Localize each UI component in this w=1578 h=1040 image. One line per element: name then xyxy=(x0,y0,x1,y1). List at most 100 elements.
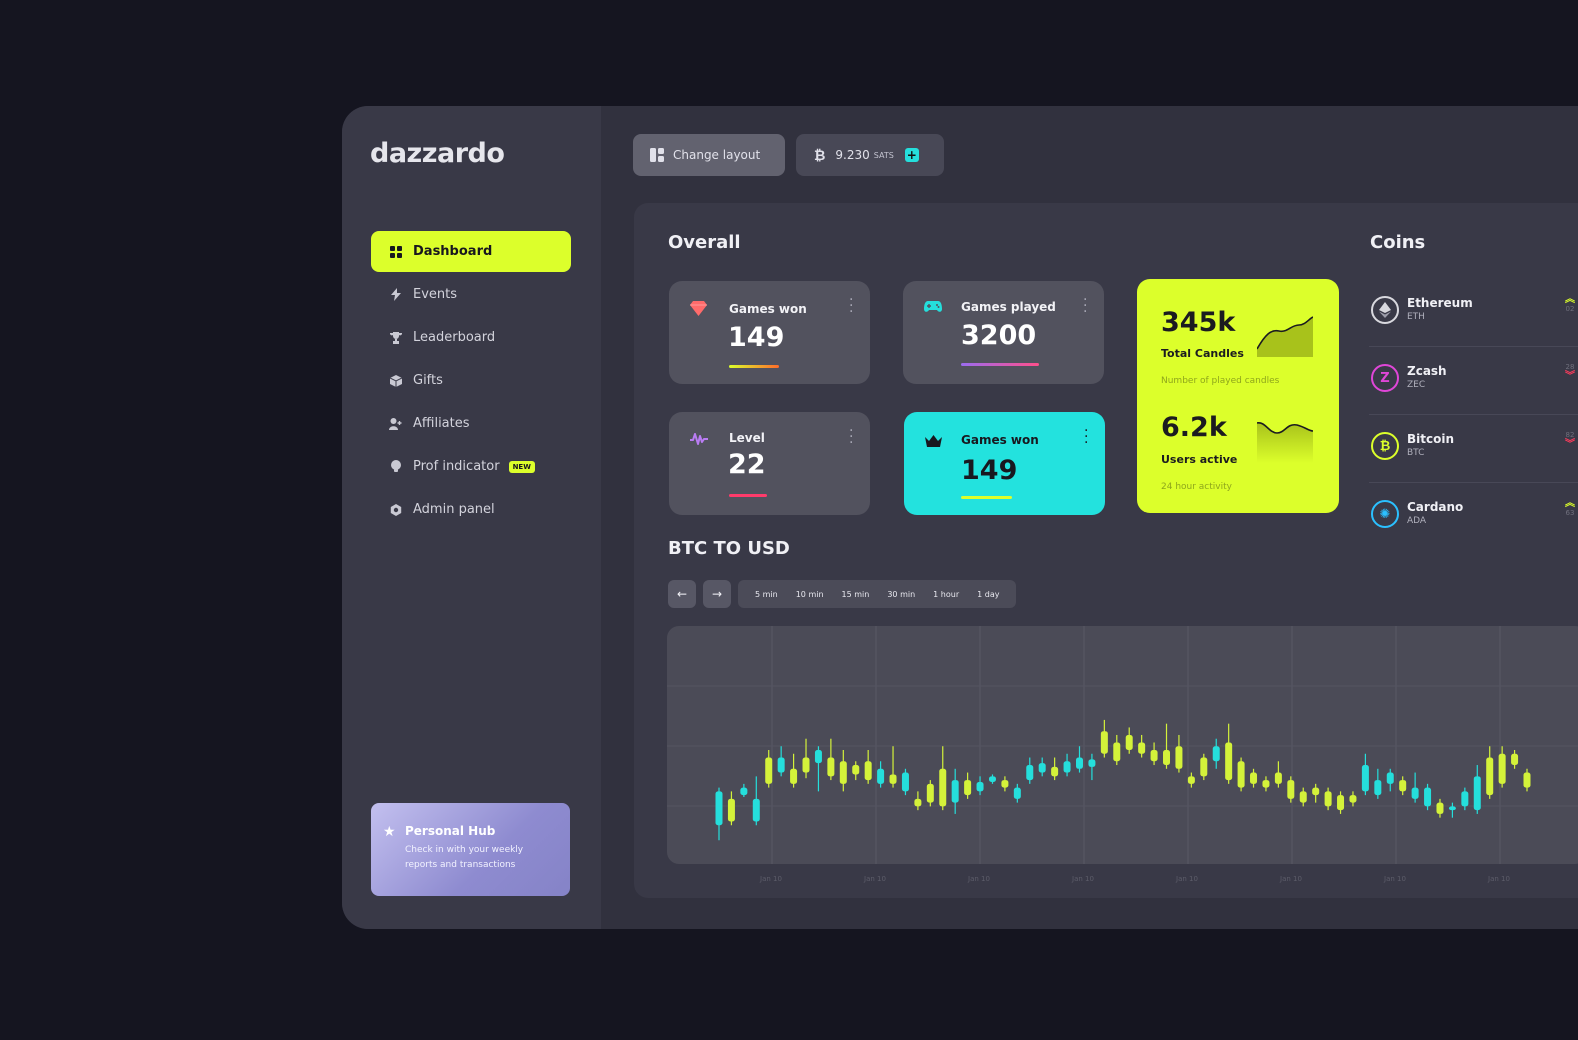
coin-row-zcash[interactable]: Z Zcash ZEC 28 ︾ xyxy=(1369,347,1578,415)
candle xyxy=(951,768,959,814)
coin-code: ETH xyxy=(1407,312,1425,322)
candle-body xyxy=(1237,761,1245,788)
candle-body xyxy=(1001,780,1009,788)
user-plus-icon xyxy=(389,417,402,430)
sats-unit: SATS xyxy=(873,150,894,160)
total-candles-value: 345k xyxy=(1161,307,1236,338)
users-active-value: 6.2k xyxy=(1161,412,1227,443)
sidebar-item-prof-indicator[interactable]: Prof indicator NEW xyxy=(371,446,571,487)
x-tick-label: Jan 10 xyxy=(1384,875,1406,883)
stat-card-level[interactable]: Level 22 · · · xyxy=(669,412,870,515)
stat-card-games-played[interactable]: Games played 3200 · · · xyxy=(903,281,1104,384)
gem-icon xyxy=(690,301,707,320)
range-1hour[interactable]: 1 hour xyxy=(933,589,960,599)
candle xyxy=(1013,783,1021,803)
candle xyxy=(914,791,922,811)
btc-chart-title: BTC TO USD xyxy=(668,538,790,559)
candle xyxy=(1250,768,1258,788)
candle xyxy=(1026,757,1034,784)
candle xyxy=(889,746,897,788)
more-icon[interactable]: · · · xyxy=(849,292,854,320)
new-badge: NEW xyxy=(508,460,535,473)
add-funds-button[interactable]: + xyxy=(904,148,919,162)
candle-body xyxy=(740,787,748,796)
candle-body xyxy=(1187,776,1195,784)
sidebar-item-events[interactable]: Events xyxy=(371,274,571,315)
candle-body xyxy=(901,772,909,792)
stat-value: 3200 xyxy=(961,320,1037,351)
sidebar-item-admin-panel[interactable]: Admin panel xyxy=(371,489,571,530)
ethereum-icon xyxy=(1371,296,1399,324)
candle xyxy=(1038,757,1046,777)
candle xyxy=(964,772,972,799)
more-icon[interactable]: · · · xyxy=(1083,292,1088,320)
stat-card-games-won[interactable]: Games won 149 · · · xyxy=(669,281,870,384)
pulse-icon xyxy=(690,432,708,450)
candle-body xyxy=(1175,746,1183,769)
range-1day[interactable]: 1 day xyxy=(977,589,1000,599)
users-active-sub: 24 hour activity xyxy=(1161,482,1232,492)
more-icon[interactable]: · · · xyxy=(849,423,854,451)
sidebar-item-dashboard[interactable]: Dashboard xyxy=(371,231,571,272)
range-30min[interactable]: 30 min xyxy=(887,589,916,599)
sidebar-item-label: Gifts xyxy=(413,373,443,388)
candle-body xyxy=(1523,772,1531,788)
coin-code: ZEC xyxy=(1407,380,1426,390)
candle-body xyxy=(1486,757,1494,796)
chart-next-button[interactable]: → xyxy=(703,580,731,608)
candle xyxy=(740,783,748,797)
range-10min[interactable]: 10 min xyxy=(795,589,824,599)
personal-hub-card[interactable]: ★ Personal Hub Check in with your weekly… xyxy=(371,803,570,896)
candle-body xyxy=(926,783,934,803)
cardano-icon: ✺ xyxy=(1371,500,1399,528)
candle-body xyxy=(1511,753,1519,766)
more-icon[interactable]: · · · xyxy=(1084,423,1089,451)
app-window: dazzardo Dashboard Events Leaderboard xyxy=(342,106,1578,929)
coin-row-bitcoin[interactable]: ₿ Bitcoin BTC 82 ︾ xyxy=(1369,415,1578,483)
coin-row-cardano[interactable]: ✺ Cardano ADA ︽ 63 xyxy=(1369,483,1578,550)
sidebar-item-gifts[interactable]: Gifts xyxy=(371,360,571,401)
candle-body xyxy=(1386,772,1394,784)
candle xyxy=(1113,734,1121,766)
candle xyxy=(1237,757,1245,792)
candle-body xyxy=(1051,766,1059,777)
candle xyxy=(988,774,996,784)
candle-body xyxy=(839,761,847,784)
time-range-selector: 5 min 10 min 15 min 30 min 1 hour 1 day xyxy=(738,580,1017,608)
candle-body xyxy=(877,768,885,784)
candle xyxy=(1163,723,1171,769)
coin-row-ethereum[interactable]: Ethereum ETH ︽ 02 xyxy=(1369,279,1578,347)
candle-body xyxy=(765,757,773,784)
candle xyxy=(1486,746,1494,799)
candle xyxy=(1436,798,1444,818)
star-icon: ★ xyxy=(383,824,396,840)
candle-body xyxy=(951,780,959,803)
candle xyxy=(839,750,847,792)
coin-delta: 28 ︾ xyxy=(1565,363,1575,382)
candle xyxy=(1138,734,1146,758)
sidebar-item-leaderboard[interactable]: Leaderboard xyxy=(371,317,571,358)
candle-body xyxy=(1274,772,1282,784)
candle xyxy=(1287,776,1295,803)
trophy-icon xyxy=(389,331,402,344)
coin-name: Ethereum xyxy=(1407,296,1473,310)
candle xyxy=(1150,742,1158,766)
sidebar-item-affiliates[interactable]: Affiliates xyxy=(371,403,571,444)
chart-prev-button[interactable]: ← xyxy=(668,580,696,608)
candle xyxy=(877,761,885,788)
bitcoin-icon: ₿ xyxy=(814,147,826,164)
change-layout-button[interactable]: Change layout xyxy=(633,134,785,176)
logo: dazzardo xyxy=(370,138,505,169)
sidebar-item-label: Dashboard xyxy=(413,244,493,259)
box-icon xyxy=(389,374,402,387)
candle-body xyxy=(1113,742,1121,762)
candle-body xyxy=(976,781,984,792)
hexagon-icon xyxy=(389,503,402,516)
candle xyxy=(1361,753,1369,796)
range-15min[interactable]: 15 min xyxy=(841,589,870,599)
stat-card-games-won-highlight[interactable]: Games won 149 · · · xyxy=(904,412,1105,515)
candles-sparkline xyxy=(1257,316,1313,357)
candle-body xyxy=(814,750,822,764)
candle-body xyxy=(777,757,785,773)
range-5min[interactable]: 5 min xyxy=(755,589,778,599)
